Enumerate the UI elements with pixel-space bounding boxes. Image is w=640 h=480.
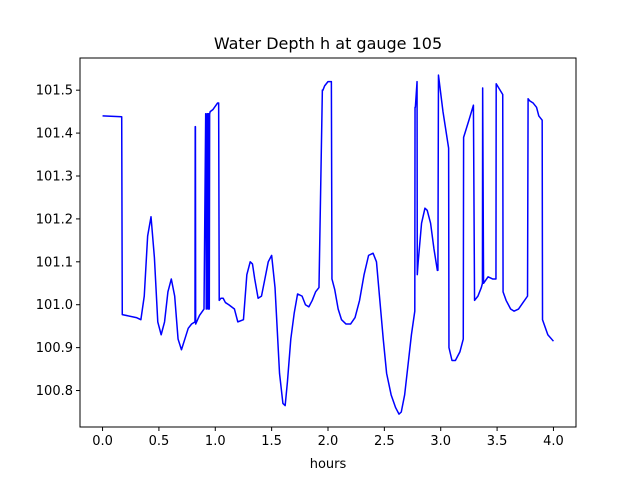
y-axis-ticks: 100.8 100.9 101.0 101.1 101.2 101.3 101.4 101.5 [36, 84, 80, 399]
y-tick-label: 101.0 [36, 298, 73, 313]
chart-title: Water Depth h at gauge 105 [214, 34, 442, 53]
x-tick-label: 2.5 [374, 434, 395, 449]
y-tick-label: 101.3 [36, 169, 73, 184]
x-tick-label: 1.5 [261, 434, 282, 449]
y-tick-label: 101.4 [36, 127, 73, 142]
y-tick-label: 100.9 [36, 341, 73, 356]
x-tick-label: 0.0 [92, 434, 113, 449]
y-tick-label: 100.8 [36, 384, 73, 399]
x-tick-label: 2.0 [318, 434, 339, 449]
x-tick-label: 4.0 [543, 434, 564, 449]
plot-line-layer [102, 74, 555, 415]
x-axis-label: hours [310, 457, 347, 472]
y-tick-label: 101.5 [36, 84, 73, 99]
y-tick-label: 101.1 [36, 255, 73, 270]
x-tick-label: 0.5 [149, 434, 170, 449]
x-tick-label: 3.0 [430, 434, 451, 449]
x-tick-label: 1.0 [205, 434, 226, 449]
series-line-0 [102, 74, 555, 415]
x-axis-ticks: 0.0 0.5 1.0 1.5 2.0 2.5 3.0 3.5 4.0 [92, 427, 564, 449]
y-tick-label: 101.2 [36, 212, 73, 227]
x-tick-label: 3.5 [487, 434, 508, 449]
